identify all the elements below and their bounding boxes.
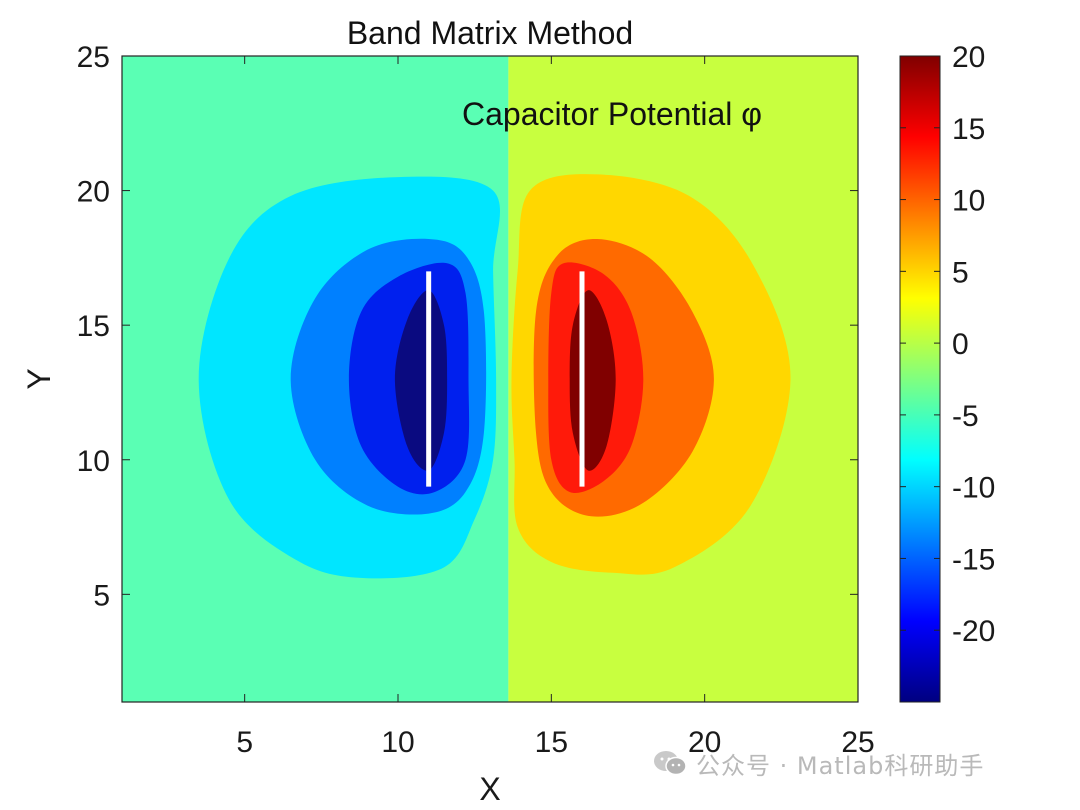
x-tick-label: 5 xyxy=(236,726,253,759)
colorbar-tick-label: -15 xyxy=(952,543,995,576)
plot-frame xyxy=(121,55,859,703)
y-tick-label: 20 xyxy=(77,176,110,209)
colorbar-tick-label: 15 xyxy=(952,113,985,146)
colorbar-tick-label: 0 xyxy=(952,328,969,361)
watermark: 公众号 · Matlab科研助手 xyxy=(652,746,984,780)
colorbar-ticks: 20 15 10 5 0 -5 -10 -15 -20 xyxy=(900,41,995,648)
y-tick-label: 5 xyxy=(93,579,110,612)
colorbar-tick-label: -10 xyxy=(952,472,995,505)
y-axis-label: Y xyxy=(21,368,57,389)
y-tick-label: 15 xyxy=(77,310,110,343)
x-tick-label: 10 xyxy=(381,726,414,759)
contour-level-negative-24 xyxy=(394,290,448,471)
x-tick-label: 15 xyxy=(535,726,568,759)
wechat-icon xyxy=(652,748,688,778)
x-tick-label: 25 xyxy=(841,726,874,759)
y-tick-label: 10 xyxy=(77,445,110,478)
x-tick-label: 20 xyxy=(688,726,721,759)
colorbar-tick-label: 10 xyxy=(952,185,985,218)
x-axis-label: X xyxy=(479,771,500,805)
colorbar-tick-label: -20 xyxy=(952,615,995,648)
y-tick-label: 25 xyxy=(77,41,110,74)
chart-title: Band Matrix Method xyxy=(347,15,633,51)
annotation-label: Capacitor Potential φ xyxy=(462,96,762,132)
colorbar-tick-label: 20 xyxy=(952,41,985,74)
watermark-text: 公众号 · Matlab科研助手 xyxy=(696,751,985,780)
axis-ticks: 5 10 15 20 25 5 10 15 20 25 xyxy=(77,41,875,759)
colorbar xyxy=(899,55,941,703)
colorbar-tick-label: -5 xyxy=(952,400,979,433)
colorbar-tick-label: 5 xyxy=(952,256,969,289)
plot-area xyxy=(122,56,858,702)
